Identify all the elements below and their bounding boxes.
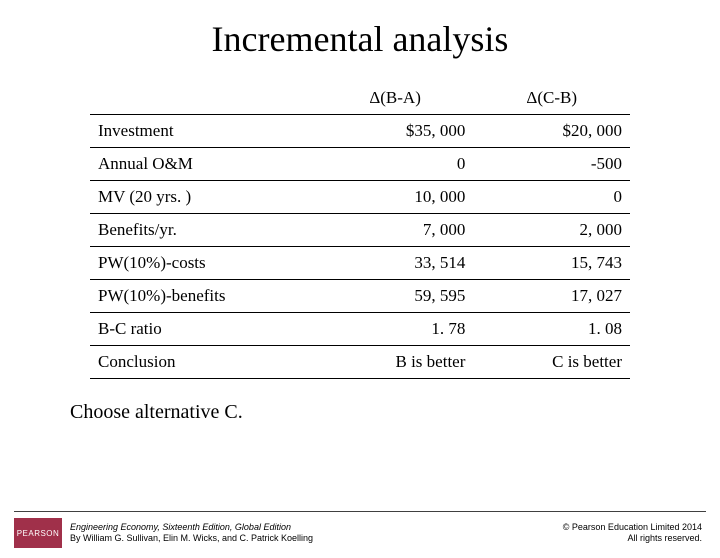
row-label: B-C ratio — [90, 313, 317, 346]
row-label: Investment — [90, 115, 317, 148]
table-row: Investment $35, 000 $20, 000 — [90, 115, 630, 148]
table-row: B-C ratio 1. 78 1. 08 — [90, 313, 630, 346]
row-label: Benefits/yr. — [90, 214, 317, 247]
row-label: MV (20 yrs. ) — [90, 181, 317, 214]
cell: 33, 514 — [317, 247, 474, 280]
cell: 1. 08 — [473, 313, 630, 346]
copyright-line1: © Pearson Education Limited 2014 — [563, 522, 702, 533]
table-row: Benefits/yr. 7, 000 2, 000 — [90, 214, 630, 247]
row-label: Annual O&M — [90, 148, 317, 181]
cell: C is better — [473, 346, 630, 379]
row-label: PW(10%)-costs — [90, 247, 317, 280]
cell: 7, 000 — [317, 214, 474, 247]
col-header-ba: Δ(B-A) — [317, 82, 474, 115]
analysis-table: Δ(B-A) Δ(C-B) Investment $35, 000 $20, 0… — [90, 82, 630, 379]
table-row: Conclusion B is better C is better — [90, 346, 630, 379]
page-title: Incremental analysis — [0, 18, 720, 60]
cell: $35, 000 — [317, 115, 474, 148]
table-row: PW(10%)-benefits 59, 595 17, 027 — [90, 280, 630, 313]
book-authors: By William G. Sullivan, Elin M. Wicks, a… — [70, 533, 313, 544]
cell: 15, 743 — [473, 247, 630, 280]
cell: 10, 000 — [317, 181, 474, 214]
cell: B is better — [317, 346, 474, 379]
cell: 59, 595 — [317, 280, 474, 313]
col-header-cb: Δ(C-B) — [473, 82, 630, 115]
table-row: PW(10%)-costs 33, 514 15, 743 — [90, 247, 630, 280]
cell: 2, 000 — [473, 214, 630, 247]
row-label: Conclusion — [90, 346, 317, 379]
cell: 17, 027 — [473, 280, 630, 313]
conclusion-text: Choose alternative C. — [70, 401, 720, 424]
footer: PEARSON Engineering Economy, Sixteenth E… — [0, 518, 720, 548]
cell: 0 — [317, 148, 474, 181]
table-row: MV (20 yrs. ) 10, 000 0 — [90, 181, 630, 214]
cell: $20, 000 — [473, 115, 630, 148]
table-row: Annual O&M 0 -500 — [90, 148, 630, 181]
cell: 1. 78 — [317, 313, 474, 346]
copyright-line2: All rights reserved. — [563, 533, 702, 544]
cell: -500 — [473, 148, 630, 181]
row-label: PW(10%)-benefits — [90, 280, 317, 313]
footer-divider — [14, 511, 706, 512]
cell: 0 — [473, 181, 630, 214]
pearson-logo: PEARSON — [14, 518, 62, 548]
book-title: Engineering Economy, Sixteenth Edition, … — [70, 522, 313, 533]
